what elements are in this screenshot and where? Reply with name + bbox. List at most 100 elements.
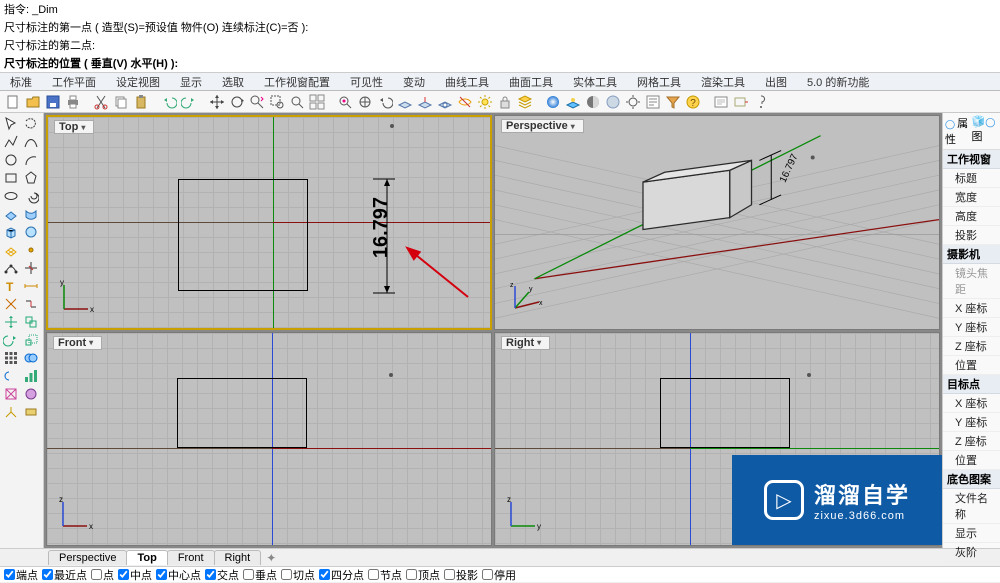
- spiral-icon[interactable]: [21, 187, 40, 204]
- show-icon[interactable]: [476, 93, 494, 111]
- prop-tgt-z[interactable]: Z 座标: [943, 432, 1000, 451]
- history-icon[interactable]: [712, 93, 730, 111]
- open-icon[interactable]: [24, 93, 42, 111]
- set-view-icon[interactable]: [416, 93, 434, 111]
- tab-standard[interactable]: 标准: [0, 73, 42, 91]
- lasso-icon[interactable]: [21, 115, 40, 132]
- polyline-icon[interactable]: [1, 133, 20, 150]
- vtab-top[interactable]: Top: [126, 550, 167, 565]
- explode-icon[interactable]: [1, 295, 20, 312]
- scale-icon[interactable]: [21, 331, 40, 348]
- text-icon[interactable]: T: [1, 277, 20, 294]
- circle-icon[interactable]: [1, 151, 20, 168]
- copy-icon[interactable]: [112, 93, 130, 111]
- vtab-front[interactable]: Front: [167, 550, 215, 565]
- tab-display[interactable]: 显示: [170, 73, 212, 91]
- arc-icon[interactable]: [21, 151, 40, 168]
- pointer-icon[interactable]: [1, 115, 20, 132]
- prop-cam-pos[interactable]: 位置: [943, 356, 1000, 375]
- new-icon[interactable]: [4, 93, 22, 111]
- osnap-vertex[interactable]: 顶点: [406, 567, 440, 583]
- hide-icon[interactable]: [456, 93, 474, 111]
- render-preview-icon[interactable]: [564, 93, 582, 111]
- viewport-label-perspective[interactable]: Perspective: [501, 119, 584, 133]
- viewport-label-front[interactable]: Front: [53, 336, 102, 350]
- solid-sphere-icon[interactable]: [21, 223, 40, 240]
- osnap-disable[interactable]: 停用: [482, 567, 516, 583]
- zoom-selected-icon[interactable]: [336, 93, 354, 111]
- tab-setview[interactable]: 设定视图: [106, 73, 170, 91]
- copy-obj-icon[interactable]: [21, 313, 40, 330]
- tab-surface[interactable]: 曲面工具: [499, 73, 563, 91]
- cmd-prompt[interactable]: 尺寸标注的位置 ( 垂直(V) 水平(H) ):: [0, 54, 1000, 72]
- array-icon[interactable]: [1, 349, 20, 366]
- tab-new50[interactable]: 5.0 的新功能: [797, 73, 879, 91]
- redo-icon[interactable]: [180, 93, 198, 111]
- ghosted-icon[interactable]: [604, 93, 622, 111]
- zoom-extents-icon[interactable]: [288, 93, 306, 111]
- tab-layers[interactable]: 🧊图: [972, 115, 998, 147]
- move-icon[interactable]: [1, 313, 20, 330]
- cut-icon[interactable]: [92, 93, 110, 111]
- viewport-label-right[interactable]: Right: [501, 336, 550, 350]
- analyze-icon[interactable]: [21, 367, 40, 384]
- prop-show[interactable]: 显示: [943, 524, 1000, 543]
- tab-cplane[interactable]: 工作平面: [42, 73, 106, 91]
- rotate-obj-icon[interactable]: [1, 331, 20, 348]
- osnap-point[interactable]: 点: [91, 567, 114, 583]
- surface-patch-icon[interactable]: [21, 205, 40, 222]
- prop-file[interactable]: 文件名称: [943, 489, 1000, 524]
- ellipse-icon[interactable]: [1, 187, 20, 204]
- undo-icon[interactable]: [160, 93, 178, 111]
- render-icon[interactable]: [544, 93, 562, 111]
- prop-cam-y[interactable]: Y 座标: [943, 318, 1000, 337]
- options-icon[interactable]: [624, 93, 642, 111]
- dim-icon[interactable]: [21, 277, 40, 294]
- vtab-add-icon[interactable]: ✦: [260, 551, 282, 565]
- osnap-perp[interactable]: 垂点: [243, 567, 277, 583]
- viewport-label-top[interactable]: Top: [54, 120, 94, 134]
- shade-icon[interactable]: [584, 93, 602, 111]
- polygon-icon[interactable]: [21, 169, 40, 186]
- prop-title[interactable]: 标题: [943, 169, 1000, 188]
- prop-cam-z[interactable]: Z 座标: [943, 337, 1000, 356]
- prop-width[interactable]: 宽度: [943, 188, 1000, 207]
- prop-tgt-y[interactable]: Y 座标: [943, 413, 1000, 432]
- viewport-front[interactable]: Front xz: [46, 332, 492, 547]
- paste-icon[interactable]: [132, 93, 150, 111]
- osnap-end[interactable]: 端点: [4, 567, 38, 583]
- filter-icon[interactable]: [664, 93, 682, 111]
- osnap-int[interactable]: 交点: [205, 567, 239, 583]
- rect-icon[interactable]: [1, 169, 20, 186]
- properties-icon[interactable]: [644, 93, 662, 111]
- prop-height[interactable]: 高度: [943, 207, 1000, 226]
- transform-icon[interactable]: [1, 385, 20, 402]
- join-icon[interactable]: [21, 295, 40, 312]
- viewport-top[interactable]: Top 16.797 xy: [46, 115, 492, 330]
- tab-solid[interactable]: 实体工具: [563, 73, 627, 91]
- tab-select[interactable]: 选取: [212, 73, 254, 91]
- tab-drafting[interactable]: 出图: [755, 73, 797, 91]
- lock-icon[interactable]: [496, 93, 514, 111]
- prop-gray[interactable]: 灰阶: [943, 543, 1000, 562]
- surface-plane-icon[interactable]: [1, 205, 20, 222]
- zoom-window-icon[interactable]: [268, 93, 286, 111]
- solid-box-icon[interactable]: [1, 223, 20, 240]
- bool-diff-icon[interactable]: [1, 367, 20, 384]
- tool-b-icon[interactable]: [21, 403, 40, 420]
- point-icon[interactable]: [21, 241, 40, 258]
- tab-visibility[interactable]: 可见性: [340, 73, 393, 91]
- prop-cam-x[interactable]: X 座标: [943, 299, 1000, 318]
- cplane-icon[interactable]: [396, 93, 414, 111]
- vtab-right[interactable]: Right: [214, 550, 262, 565]
- toolbar-reset-icon[interactable]: [732, 93, 750, 111]
- save-icon[interactable]: [44, 93, 62, 111]
- render-tool-icon[interactable]: [21, 385, 40, 402]
- tool-a-icon[interactable]: [1, 403, 20, 420]
- bool-union-icon[interactable]: [21, 349, 40, 366]
- osnap-tan[interactable]: 切点: [281, 567, 315, 583]
- tab-curve[interactable]: 曲线工具: [435, 73, 499, 91]
- osnap-quad[interactable]: 四分点: [319, 567, 364, 583]
- zoom-extents-all-icon[interactable]: [308, 93, 326, 111]
- edit-points-icon[interactable]: [1, 259, 20, 276]
